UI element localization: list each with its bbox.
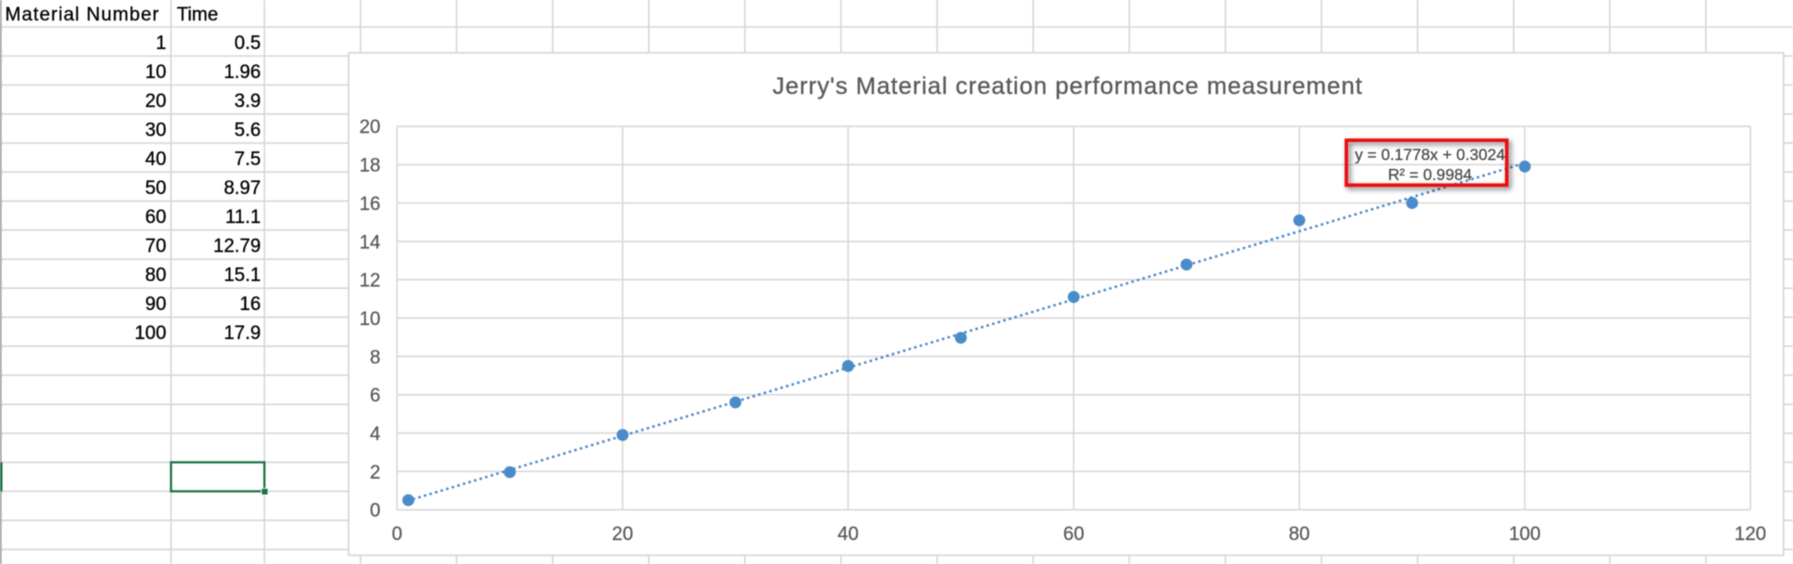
svg-text:80: 80	[145, 265, 166, 286]
svg-text:0.5: 0.5	[234, 33, 260, 54]
svg-text:80: 80	[1289, 524, 1310, 545]
svg-text:100: 100	[1509, 524, 1541, 545]
svg-text:12: 12	[359, 271, 380, 292]
svg-text:20: 20	[145, 91, 166, 112]
svg-text:y = 0.1778x + 0.3024: y = 0.1778x + 0.3024	[1355, 147, 1505, 164]
svg-text:5.6: 5.6	[234, 120, 260, 141]
svg-text:40: 40	[838, 524, 859, 545]
svg-text:8.97: 8.97	[224, 178, 261, 199]
svg-text:90: 90	[145, 294, 166, 315]
svg-text:11.1: 11.1	[225, 207, 261, 228]
svg-text:60: 60	[1063, 524, 1084, 545]
svg-text:0: 0	[370, 501, 381, 522]
svg-text:2: 2	[370, 462, 381, 483]
svg-text:16: 16	[359, 194, 380, 215]
svg-text:17.9: 17.9	[224, 323, 261, 344]
svg-text:3.9: 3.9	[234, 91, 260, 112]
svg-text:8: 8	[370, 347, 381, 368]
svg-text:7.5: 7.5	[234, 149, 260, 170]
svg-text:Material Number: Material Number	[5, 5, 160, 26]
svg-text:1.96: 1.96	[224, 62, 261, 83]
svg-text:4: 4	[370, 424, 381, 445]
svg-text:Jerry's Material creation perf: Jerry's Material creation performance me…	[772, 73, 1362, 100]
svg-text:60: 60	[145, 207, 166, 228]
svg-text:0: 0	[392, 524, 403, 545]
svg-text:18: 18	[359, 156, 380, 177]
svg-text:16: 16	[240, 294, 261, 315]
svg-text:R² = 0.9984: R² = 0.9984	[1388, 167, 1472, 184]
svg-text:20: 20	[612, 524, 633, 545]
svg-text:Time: Time	[177, 5, 219, 26]
svg-text:10: 10	[145, 62, 166, 83]
svg-text:50: 50	[145, 178, 166, 199]
svg-text:12.79: 12.79	[213, 236, 261, 257]
svg-text:15.1: 15.1	[224, 265, 261, 286]
svg-text:70: 70	[145, 236, 166, 257]
svg-text:14: 14	[359, 232, 381, 253]
svg-text:120: 120	[1735, 524, 1767, 545]
svg-text:100: 100	[135, 323, 167, 344]
svg-text:6: 6	[370, 386, 381, 407]
svg-text:40: 40	[145, 149, 166, 170]
svg-text:1: 1	[156, 33, 167, 54]
svg-text:10: 10	[359, 309, 380, 330]
svg-text:20: 20	[359, 117, 380, 138]
svg-text:30: 30	[145, 120, 166, 141]
